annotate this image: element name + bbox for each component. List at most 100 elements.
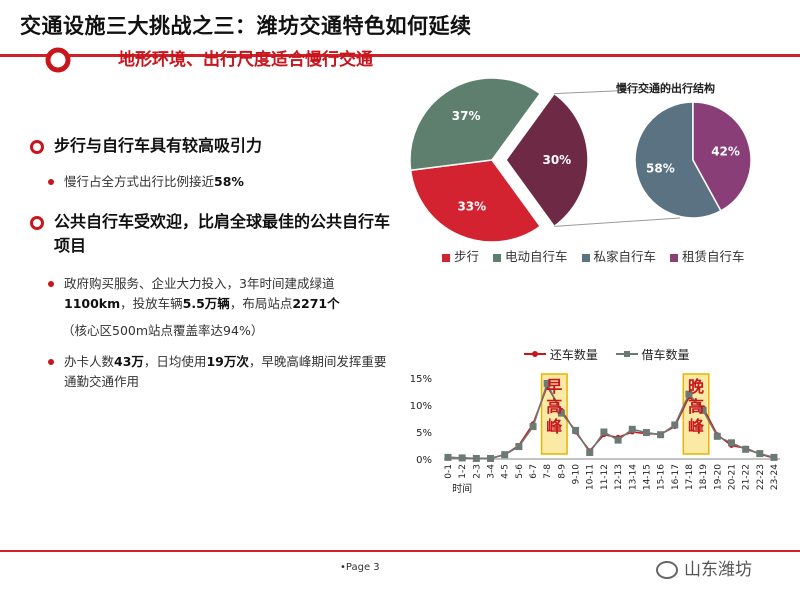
bullet-dot-icon xyxy=(48,359,54,365)
point-return xyxy=(714,432,720,438)
point-borrow xyxy=(515,443,523,451)
legend-private: 私家自行车 xyxy=(593,249,657,264)
point-borrow xyxy=(742,445,750,453)
bullet-heading-2: 公共自行车受欢迎，比肩全球最佳的公共自行车项目 xyxy=(30,210,394,258)
series-line-return xyxy=(447,384,775,460)
legend-borrow-icon xyxy=(615,351,638,357)
page-subtitle: 地形环境、出行尺度适合慢行交通 xyxy=(118,50,373,70)
legend-walk: 步行 xyxy=(454,249,480,264)
bullet-detail-1: 慢行占全方式出行比例接近58% xyxy=(48,172,394,192)
x-tick-label: 8-9 xyxy=(557,464,567,479)
legend-borrow: 借车数量 xyxy=(641,348,690,362)
x-tick-label: 22-23 xyxy=(756,464,766,490)
point-return xyxy=(743,445,749,451)
x-tick-label: 7-8 xyxy=(543,464,553,479)
point-borrow xyxy=(529,423,537,431)
pie-slice-ebike xyxy=(409,77,542,172)
sub-pie-slice-private-label: 58% xyxy=(646,161,675,175)
legend-return-icon xyxy=(524,351,546,357)
x-tick-label: 15-16 xyxy=(657,464,667,490)
peak-highlight-box xyxy=(682,373,710,455)
point-return xyxy=(757,451,763,457)
point-borrow xyxy=(487,454,495,462)
point-return xyxy=(544,383,550,389)
pie-slice-walk-label: 33% xyxy=(457,200,486,214)
x-tick-label: 0-1 xyxy=(444,464,454,479)
point-return xyxy=(587,448,593,454)
point-return xyxy=(516,443,522,448)
brand-watermark: 山东潍坊 xyxy=(656,555,752,580)
point-borrow xyxy=(444,453,452,461)
x-tick-label: 1-2 xyxy=(458,464,468,479)
wechat-icon xyxy=(656,561,678,579)
sub-pie-slice-rent-label: 42% xyxy=(711,145,740,159)
point-borrow xyxy=(557,409,565,417)
sub-pie-slice-private xyxy=(634,101,722,219)
point-return xyxy=(728,443,734,448)
point-return xyxy=(502,452,508,458)
x-tick-label: 4-5 xyxy=(501,464,511,479)
point-borrow xyxy=(671,421,679,429)
page-number: •Page 3 xyxy=(340,562,380,573)
bullet-detail-3: 办卡人数43万，日均使用19万次，早晚高峰期间发挥重要通勤交通作用 xyxy=(48,352,394,392)
x-tick-label: 5-6 xyxy=(515,464,525,479)
point-borrow xyxy=(756,450,764,458)
point-return xyxy=(445,454,451,460)
x-tick-label: 13-14 xyxy=(628,464,638,490)
pie-slice-private xyxy=(505,92,589,228)
point-return xyxy=(771,455,777,461)
point-borrow xyxy=(501,451,509,459)
page-title: 交通设施三大挑战之三：潍坊交通特色如何延续 xyxy=(20,14,472,38)
footer-rule xyxy=(0,550,800,552)
y-tick-label: 5% xyxy=(416,428,432,439)
point-return xyxy=(488,455,494,461)
legend-swatch-ebike xyxy=(493,253,501,262)
point-borrow xyxy=(642,429,650,437)
bullet-heading-1: 步行与自行车具有较高吸引力 xyxy=(30,134,394,158)
point-borrow xyxy=(770,453,778,461)
point-borrow xyxy=(614,436,622,444)
x-tick-label: 21-22 xyxy=(742,464,752,490)
peak-annotation: 晚 xyxy=(688,377,704,396)
pie-connector-bottom xyxy=(554,217,681,227)
legend-rent: 租赁自行车 xyxy=(682,249,745,264)
pie-slice-ebike-label: 37% xyxy=(452,109,481,123)
legend-swatch-walk xyxy=(442,253,450,262)
bullet-detail-2: 政府购买服务、企业大力投入，3年时间建成绿道1100km，投放车辆5.5万辆，布… xyxy=(48,274,394,314)
bullet-ring-icon xyxy=(30,140,44,154)
point-borrow xyxy=(699,406,707,414)
x-tick-label: 9-10 xyxy=(572,464,582,485)
peak-annotation: 早 xyxy=(546,377,562,396)
y-tick-label: 10% xyxy=(410,401,432,412)
point-return xyxy=(686,394,692,400)
x-tick-label: 12-13 xyxy=(614,464,624,490)
peak-highlight-box xyxy=(540,373,568,455)
point-return xyxy=(643,431,649,437)
point-borrow xyxy=(713,432,721,440)
point-return xyxy=(615,434,621,440)
point-return xyxy=(601,432,607,438)
point-borrow xyxy=(586,449,594,457)
point-borrow xyxy=(472,454,480,462)
logo-ring-icon xyxy=(45,47,71,73)
x-tick-label: 19-20 xyxy=(713,464,723,490)
coverage-note: （核心区500m站点覆盖率达94%） xyxy=(62,323,264,338)
peak-annotation: 高 xyxy=(688,397,704,416)
legend-return: 还车数量 xyxy=(549,348,598,362)
legend-swatch-rent xyxy=(670,253,678,262)
x-tick-label: 20-21 xyxy=(727,464,737,490)
x-tick-label: 11-12 xyxy=(600,464,610,490)
bullet-dot-icon xyxy=(48,179,54,185)
point-return xyxy=(658,431,664,437)
point-borrow xyxy=(628,425,636,433)
legend-ebike: 电动自行车 xyxy=(505,249,568,264)
point-borrow xyxy=(657,431,665,439)
pie-legend: 步行 电动自行车 私家自行车 租赁自行车 xyxy=(432,246,745,265)
point-borrow xyxy=(458,454,466,462)
x-tick-label: 16-17 xyxy=(671,464,681,490)
point-return xyxy=(459,455,465,461)
line-legend: 还车数量 借车数量 xyxy=(524,346,690,363)
y-tick-label: 15% xyxy=(410,374,432,385)
point-borrow xyxy=(543,379,551,387)
point-borrow xyxy=(685,390,693,398)
